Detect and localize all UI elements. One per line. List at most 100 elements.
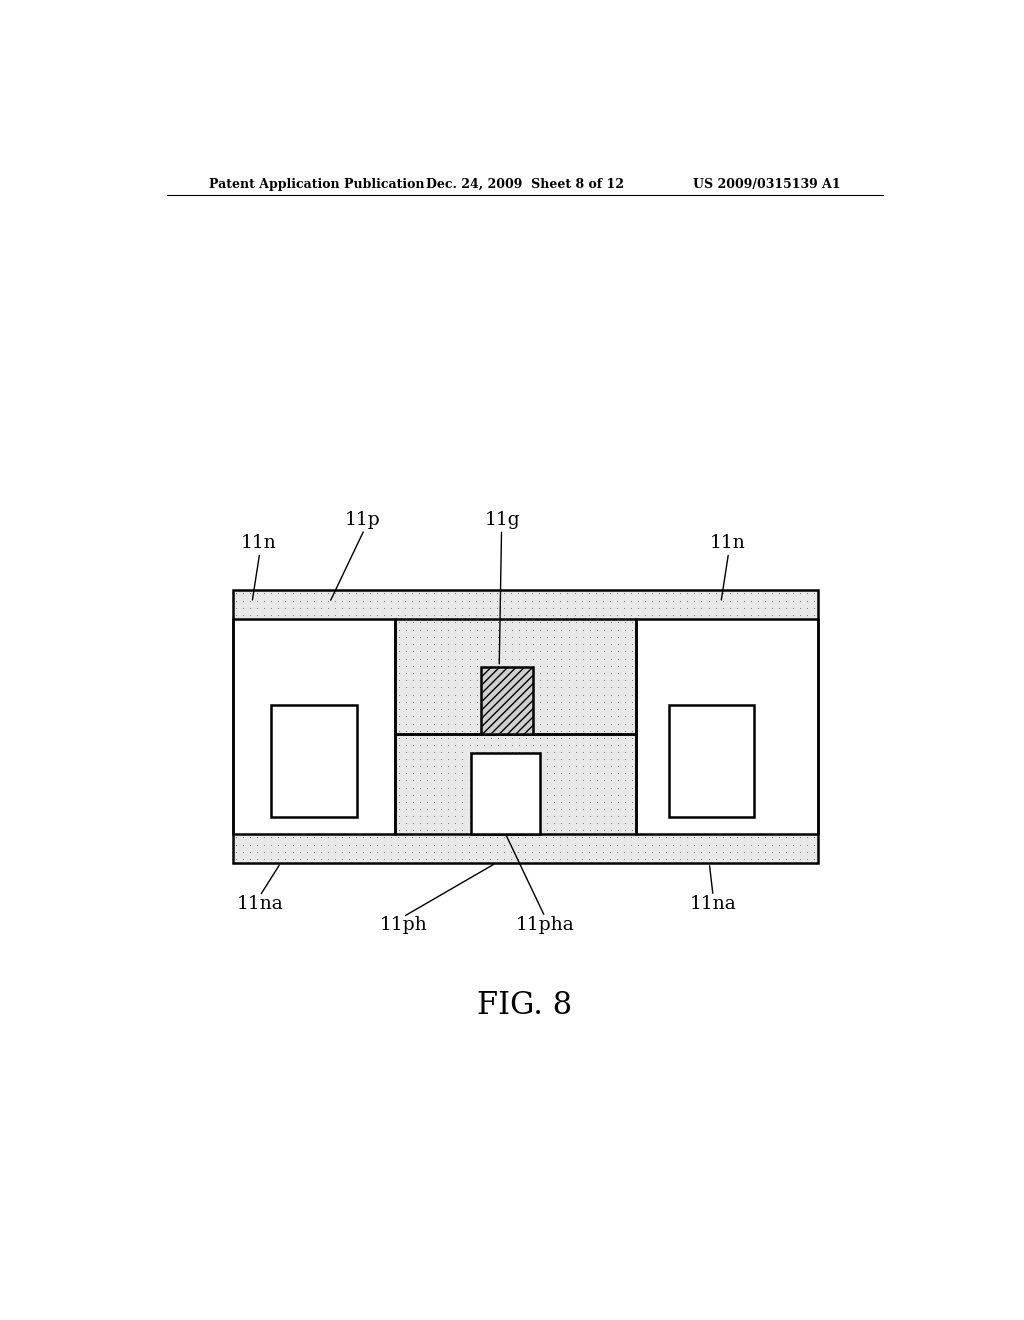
Point xyxy=(610,734,627,755)
Point xyxy=(525,655,542,676)
Point xyxy=(567,742,584,763)
Point xyxy=(361,849,378,870)
Point xyxy=(566,605,583,626)
Point xyxy=(462,648,478,669)
Point xyxy=(525,777,542,799)
Point xyxy=(432,826,449,847)
Point xyxy=(574,626,591,647)
Point xyxy=(468,692,484,713)
Point xyxy=(468,742,484,763)
Point xyxy=(383,834,399,855)
Point xyxy=(596,692,612,713)
Point xyxy=(348,834,365,855)
Point xyxy=(582,791,598,812)
Point xyxy=(426,619,442,640)
Point xyxy=(397,692,414,713)
Point xyxy=(475,655,492,676)
Point xyxy=(461,841,477,862)
Point xyxy=(742,834,759,855)
Point xyxy=(560,763,577,784)
Point xyxy=(341,590,357,611)
Point xyxy=(603,799,620,820)
Point xyxy=(771,598,787,619)
Point xyxy=(426,677,442,698)
Point xyxy=(412,684,428,705)
Point xyxy=(624,742,640,763)
Point xyxy=(610,813,627,834)
Point xyxy=(390,834,407,855)
Point xyxy=(511,734,527,755)
Point xyxy=(595,834,611,855)
Point xyxy=(545,841,561,862)
Point xyxy=(596,721,612,742)
Point xyxy=(440,669,457,690)
Point xyxy=(511,684,527,705)
Point xyxy=(785,582,802,603)
Point xyxy=(596,784,612,805)
Point xyxy=(624,748,640,770)
Point xyxy=(397,648,414,669)
Point xyxy=(539,655,555,676)
Point xyxy=(285,582,301,603)
Point xyxy=(455,727,471,748)
Point xyxy=(488,582,505,603)
Point xyxy=(383,841,399,862)
Point xyxy=(455,684,471,705)
Point xyxy=(545,590,561,611)
Point xyxy=(489,805,506,826)
Point xyxy=(497,820,513,841)
Point xyxy=(715,582,731,603)
Point xyxy=(482,734,499,755)
Point xyxy=(623,598,639,619)
Point xyxy=(355,605,372,626)
Point xyxy=(439,826,456,847)
Point xyxy=(560,706,577,727)
Point xyxy=(419,770,435,791)
Point xyxy=(475,755,492,776)
Point xyxy=(418,598,434,619)
Point xyxy=(305,834,322,855)
Point xyxy=(489,727,506,748)
Point xyxy=(771,849,787,870)
Point xyxy=(468,813,484,834)
Point xyxy=(582,663,598,684)
Point xyxy=(391,734,408,755)
Point xyxy=(722,605,738,626)
Point xyxy=(404,742,421,763)
Point xyxy=(525,755,542,776)
Point xyxy=(334,826,350,847)
Point xyxy=(560,684,577,705)
Point xyxy=(312,590,329,611)
Point xyxy=(602,841,618,862)
Point xyxy=(334,598,350,619)
Point xyxy=(404,841,421,862)
Point xyxy=(581,841,597,862)
Point xyxy=(234,590,251,611)
Point xyxy=(573,605,590,626)
Point xyxy=(511,805,527,826)
Point xyxy=(610,742,627,763)
Point xyxy=(263,598,280,619)
Point xyxy=(489,706,506,727)
Point xyxy=(440,634,457,655)
Point xyxy=(539,669,555,690)
Point xyxy=(447,706,464,727)
Point xyxy=(489,663,506,684)
Point xyxy=(722,590,738,611)
Point xyxy=(447,640,464,661)
Point xyxy=(567,777,584,799)
Point xyxy=(672,582,688,603)
Point xyxy=(242,826,258,847)
Point xyxy=(319,826,336,847)
Point xyxy=(553,770,569,791)
Point xyxy=(390,590,407,611)
Point xyxy=(567,692,584,713)
Point xyxy=(446,826,463,847)
Point xyxy=(504,648,520,669)
Point xyxy=(616,669,633,690)
Point xyxy=(468,791,484,812)
Point xyxy=(603,805,620,826)
Point xyxy=(546,626,562,647)
Point xyxy=(532,640,549,661)
Point xyxy=(553,713,569,734)
